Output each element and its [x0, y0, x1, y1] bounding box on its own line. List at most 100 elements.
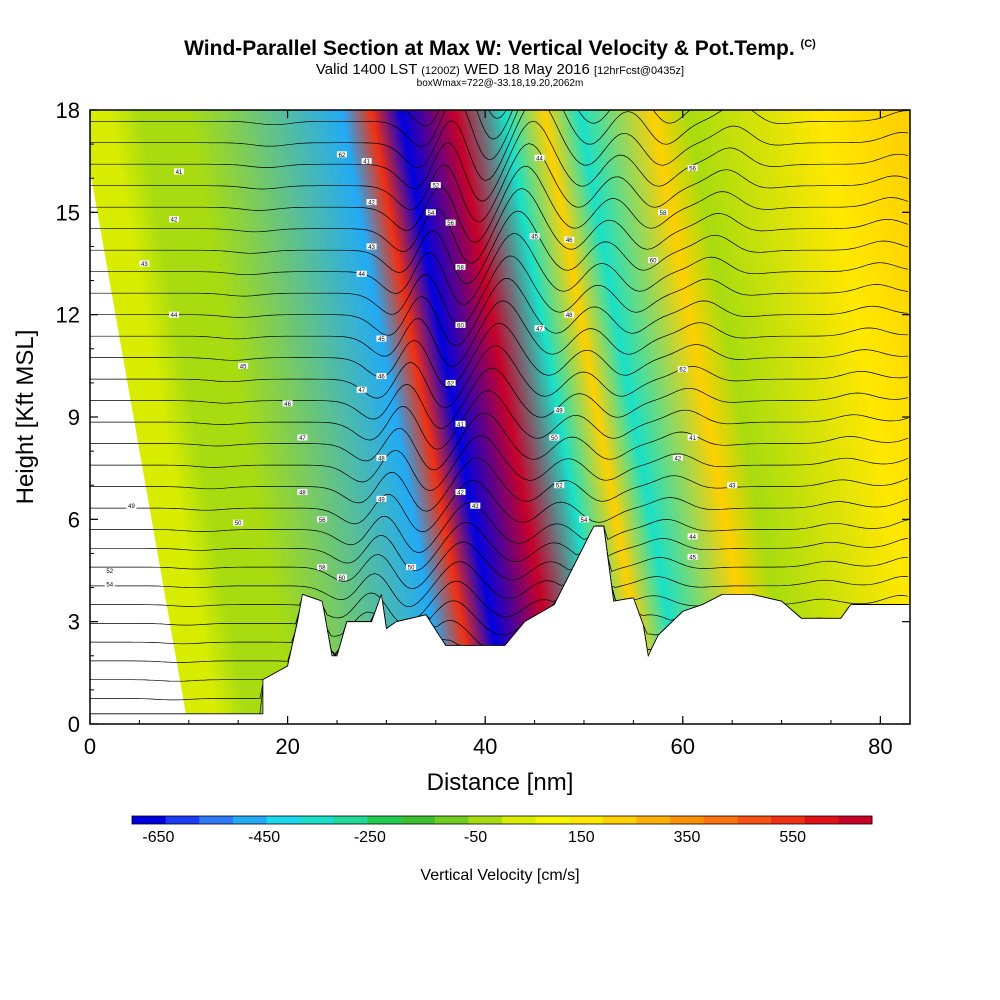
- colorbar-label: Vertical Velocity [cm/s]: [420, 867, 579, 884]
- theta-label: 41: [455, 420, 466, 428]
- theta-label: 48: [564, 311, 575, 319]
- y-tick-label: 15: [56, 200, 80, 225]
- colorbar-swatch: [165, 816, 200, 824]
- svg-text:43: 43: [141, 262, 148, 268]
- svg-text:41: 41: [457, 422, 464, 428]
- svg-text:56: 56: [689, 166, 696, 172]
- theta-label: 45: [687, 553, 698, 561]
- colorbar-swatch: [535, 816, 570, 824]
- theta-contour: [90, 278, 909, 347]
- colorbar-frame: [131, 815, 873, 825]
- theta-label: 45: [529, 233, 540, 241]
- theta-label: 58: [317, 564, 328, 572]
- theta-label: 56: [687, 164, 698, 172]
- svg-text:54: 54: [581, 518, 588, 524]
- theta-label: 46: [564, 236, 575, 244]
- theta-label: 49: [376, 495, 387, 503]
- theta-contour: [90, 390, 909, 450]
- colorbar-swatch: [401, 816, 436, 824]
- svg-text:49: 49: [556, 409, 563, 415]
- theta-contour: [90, 412, 909, 471]
- theta-contour: [90, 110, 908, 161]
- colorbar-swatch: [132, 816, 167, 824]
- x-tick-label: 60: [671, 734, 695, 759]
- velocity-field: [90, 110, 910, 724]
- svg-text:50: 50: [235, 521, 242, 527]
- theta-contour: [90, 120, 909, 202]
- svg-text:49: 49: [378, 497, 385, 503]
- theta-label: 62: [445, 379, 456, 387]
- theta-label: 44: [534, 154, 545, 162]
- svg-text:49: 49: [128, 504, 135, 510]
- theta-contour: [90, 502, 909, 553]
- x-axis: 0 20 40 60 80: [84, 110, 893, 759]
- x-tick-label: 40: [473, 734, 497, 759]
- svg-text:42: 42: [368, 201, 375, 207]
- y-tick-label: 12: [56, 303, 80, 328]
- y-axis: 0 3 6 9 12 15 18: [56, 98, 910, 737]
- svg-text:42: 42: [674, 456, 681, 462]
- theta-label: 44: [687, 533, 698, 541]
- svg-text:41: 41: [176, 170, 183, 176]
- svg-text:44: 44: [171, 313, 178, 319]
- svg-text:62: 62: [679, 368, 686, 374]
- svg-text:56: 56: [319, 518, 326, 524]
- theta-label: 49: [126, 502, 137, 510]
- colorbar-tick-label: -650: [142, 829, 174, 846]
- theta-label: 52: [104, 567, 115, 575]
- theta-label: 50: [549, 434, 560, 442]
- theta-label: 45: [376, 335, 387, 343]
- svg-text:45: 45: [378, 337, 385, 343]
- svg-text:41: 41: [689, 436, 696, 442]
- theta-contour: [404, 110, 691, 140]
- svg-text:50: 50: [551, 436, 558, 442]
- svg-text:47: 47: [358, 388, 365, 394]
- theta-label: 42: [672, 454, 683, 462]
- theta-label: 43: [139, 260, 150, 268]
- theta-contour: [90, 322, 909, 388]
- svg-text:48: 48: [378, 456, 385, 462]
- x-tick-label: 0: [84, 734, 96, 759]
- theta-label: 43: [366, 243, 377, 251]
- svg-text:62: 62: [339, 153, 346, 159]
- theta-label: 48: [376, 454, 387, 462]
- y-tick-label: 6: [68, 507, 80, 532]
- colorbar-tick-label: 350: [674, 829, 701, 846]
- colorbar-tick-label: -250: [354, 829, 386, 846]
- svg-text:52: 52: [556, 484, 563, 490]
- x-axis-label: Distance [nm]: [427, 769, 574, 796]
- theta-contour: [90, 435, 909, 491]
- svg-text:58: 58: [319, 566, 326, 572]
- theta-label: 42: [168, 216, 179, 224]
- theta-label: 41: [361, 158, 372, 166]
- svg-text:47: 47: [299, 436, 306, 442]
- theta-label: 50: [406, 564, 417, 572]
- colorbar-tick-label: 150: [568, 829, 595, 846]
- theta-contour: [90, 345, 909, 409]
- svg-text:45: 45: [689, 555, 696, 561]
- theta-label: 41: [173, 168, 184, 176]
- svg-text:44: 44: [358, 272, 365, 278]
- theta-label: 54: [425, 209, 436, 217]
- svg-text:50: 50: [408, 566, 415, 572]
- box-info: boxWmax=722@-33.18,19.20,2062m: [416, 78, 584, 89]
- colorbar-swatch: [737, 816, 772, 824]
- theta-contour: [90, 525, 909, 589]
- theta-contour: [90, 255, 909, 326]
- theta-label: 54: [578, 516, 589, 524]
- y-axis-label: Height [Kft MSL]: [12, 330, 39, 505]
- colorbar-swatch: [300, 816, 335, 824]
- valid-time-line: Valid 1400 LST (1200Z) WED 18 May 2016 […: [315, 61, 685, 78]
- svg-text:45: 45: [240, 364, 247, 370]
- y-tick-label: 9: [68, 405, 80, 430]
- theta-label: 47: [534, 325, 545, 333]
- theta-contour: [90, 165, 909, 243]
- theta-label: 48: [297, 489, 308, 497]
- theta-contour: [90, 300, 908, 367]
- terrain-mask: [90, 525, 910, 724]
- theta-label: 50: [233, 519, 244, 527]
- colorbar-swatch: [502, 816, 537, 824]
- svg-text:42: 42: [171, 218, 178, 224]
- theta-contour: [90, 479, 909, 533]
- colorbar-tick-label: -450: [248, 829, 280, 846]
